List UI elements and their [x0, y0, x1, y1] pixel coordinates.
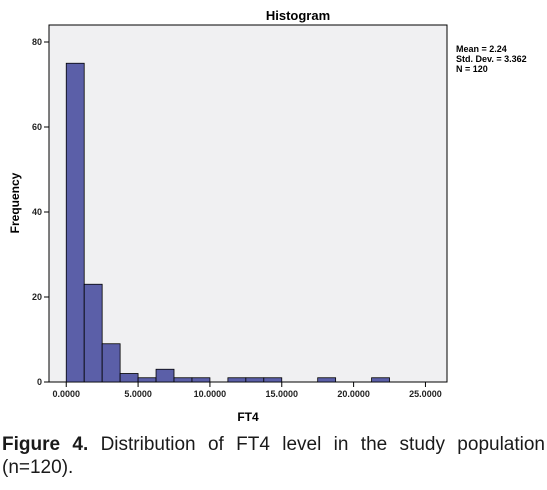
histogram-bar — [191, 377, 211, 383]
y-tick-label: 40 — [32, 207, 42, 217]
y-axis: 0 20 40 60 80 — [32, 37, 49, 387]
histogram-bar — [227, 377, 247, 383]
histogram-chart: 0 20 40 60 80 0.0000 5.0000 10.0000 15.0000 20.0… — [8, 8, 527, 424]
y-tick-label: 60 — [32, 122, 42, 132]
plot-area — [48, 24, 448, 383]
x-tick-label: 25.0000 — [409, 389, 442, 399]
x-tick-label: 5.0000 — [124, 389, 152, 399]
histogram-bar — [65, 62, 85, 383]
x-tick-label: 15.0000 — [265, 389, 298, 399]
x-tick-label: 0.0000 — [52, 389, 80, 399]
histogram-bar — [263, 377, 283, 383]
stat-mean: Mean = 2.24 — [456, 44, 507, 54]
histogram-bar — [245, 377, 265, 383]
figure-label: Figure 4. — [2, 434, 89, 455]
y-tick-label: 0 — [37, 377, 42, 387]
histogram-bar — [371, 377, 390, 383]
stat-n: N = 120 — [456, 64, 488, 74]
y-tick-label: 80 — [32, 37, 42, 47]
summary-statistics: Mean = 2.24 Std. Dev. = 3.362 N = 120 — [456, 44, 527, 74]
figure-caption: Figure 4. Distribution of FT4 level in t… — [2, 433, 545, 479]
chart-title: Histogram — [266, 8, 330, 23]
y-tick-label: 20 — [32, 292, 42, 302]
histogram-bar — [83, 283, 103, 383]
x-axis: 0.0000 5.0000 10.0000 15.0000 20.0000 25.0000 — [52, 382, 442, 399]
histogram-bar — [119, 373, 139, 383]
x-tick-label: 20.0000 — [337, 389, 370, 399]
figure-caption-text: Distribution of FT4 level in the study p… — [2, 434, 545, 478]
histogram-bars — [65, 62, 390, 383]
histogram-bar — [137, 377, 157, 383]
histogram-bar — [155, 368, 175, 383]
stat-std-dev: Std. Dev. = 3.362 — [456, 54, 527, 64]
x-tick-label: 10.0000 — [194, 389, 227, 399]
histogram-bar — [101, 343, 121, 383]
histogram-bar — [173, 377, 193, 383]
y-axis-label: Frequency — [8, 172, 22, 233]
histogram-bar — [317, 377, 337, 383]
x-axis-label: FT4 — [237, 410, 259, 424]
